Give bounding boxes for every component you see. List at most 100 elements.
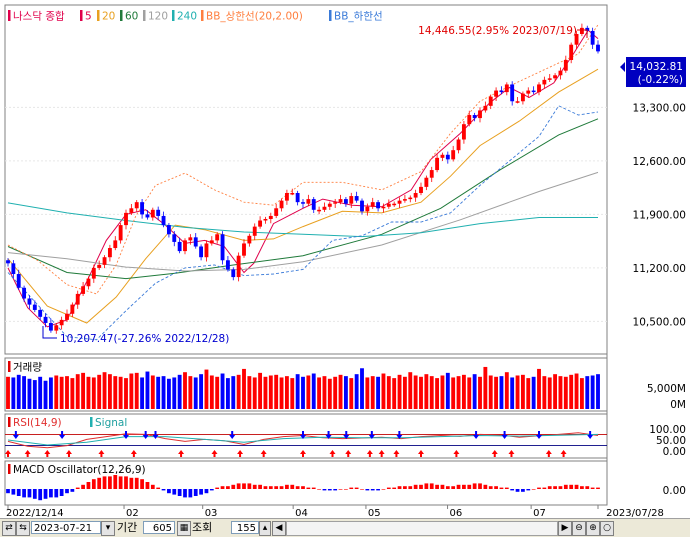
calendar-icon[interactable]: ▦ bbox=[177, 521, 191, 536]
buy-signal-arrow bbox=[98, 450, 105, 457]
candle-body bbox=[75, 293, 80, 305]
macd-bar bbox=[445, 486, 450, 489]
buy-signal-arrow bbox=[393, 450, 400, 457]
candle-body bbox=[402, 199, 407, 201]
macd-bar bbox=[49, 489, 53, 498]
macd-bar bbox=[279, 486, 284, 489]
zoom-out-icon[interactable]: ⊖ bbox=[572, 521, 586, 536]
candle-body bbox=[295, 192, 300, 203]
lookup-stepper[interactable]: ▴ bbox=[259, 521, 271, 536]
ma-line-5 bbox=[7, 29, 599, 328]
macd-bar bbox=[451, 486, 456, 489]
buy-signal-arrow bbox=[329, 450, 336, 457]
candle-body bbox=[284, 192, 289, 201]
macd-bar bbox=[563, 484, 568, 489]
volume-bar bbox=[70, 378, 75, 409]
candle-body bbox=[183, 240, 187, 252]
sell-signal-arrow bbox=[501, 431, 508, 439]
period-label: 기간 bbox=[117, 521, 138, 534]
macd-bar bbox=[124, 476, 128, 489]
macd-bar bbox=[236, 483, 241, 489]
candle-body bbox=[38, 309, 43, 317]
volume-title: 거래량 bbox=[13, 362, 42, 374]
volume-bar bbox=[435, 378, 440, 409]
volume-bar bbox=[236, 374, 241, 409]
candle-body bbox=[70, 304, 75, 314]
macd-bar bbox=[381, 489, 386, 490]
volume-bar bbox=[183, 372, 187, 409]
period-field[interactable]: 605 bbox=[143, 521, 175, 534]
macd-bar bbox=[413, 484, 418, 489]
macd-bar bbox=[585, 486, 590, 489]
zoom-reset-icon[interactable]: ○ bbox=[600, 521, 614, 536]
candle-body bbox=[520, 93, 525, 102]
legend-ma20: 20 bbox=[102, 11, 115, 23]
macd-bar bbox=[397, 486, 402, 489]
volume-bar bbox=[48, 377, 53, 409]
macd-bar bbox=[167, 489, 171, 494]
candle-body bbox=[199, 246, 204, 258]
candle-body bbox=[301, 202, 305, 204]
macd-bar bbox=[580, 486, 584, 489]
volume-bar bbox=[392, 378, 397, 409]
candle-body bbox=[107, 248, 112, 258]
candle-body bbox=[343, 199, 348, 204]
macd-bar bbox=[440, 484, 445, 489]
volume-bar bbox=[499, 376, 504, 409]
candle-body bbox=[569, 44, 574, 60]
candle-body bbox=[579, 27, 584, 34]
date-tick-label: 2022/12/14 bbox=[6, 508, 64, 519]
date-field[interactable]: 2023-07-21 bbox=[31, 521, 101, 534]
candle-body bbox=[166, 225, 171, 235]
price-tick-label: 11,200.00 bbox=[633, 263, 686, 275]
date-dropdown-button[interactable]: ▾ bbox=[101, 521, 115, 536]
volume-bar bbox=[596, 374, 600, 409]
candle-body bbox=[483, 105, 488, 111]
zoom-in-icon[interactable]: ⊕ bbox=[586, 521, 600, 536]
macd-bar bbox=[59, 489, 64, 496]
volume-bar bbox=[22, 376, 27, 409]
candle-body bbox=[547, 78, 552, 80]
candle-body bbox=[22, 287, 27, 299]
macd-bar bbox=[403, 486, 407, 489]
candle-body bbox=[172, 234, 177, 242]
macd-bar bbox=[70, 489, 75, 492]
legend-bb-lower: BB_하한선 bbox=[334, 10, 383, 23]
candle-body bbox=[129, 208, 134, 213]
volume-bar bbox=[290, 378, 295, 409]
volume-bar bbox=[472, 374, 477, 409]
candle-body bbox=[429, 170, 434, 178]
price-legend: 나스닥 종합 5 20 60 120 240 BB_상한선(20,2.00) B… bbox=[8, 10, 383, 23]
candle-body bbox=[322, 206, 327, 210]
legend-ma240: 240 bbox=[177, 11, 197, 23]
scroll-left-button[interactable]: ◀ bbox=[272, 521, 286, 536]
candle-body bbox=[370, 202, 375, 207]
volume-bar bbox=[301, 376, 305, 409]
candle-body bbox=[445, 154, 450, 160]
candle-body bbox=[381, 206, 386, 209]
candle-body bbox=[204, 243, 209, 258]
toggle-icon-1[interactable]: ⇄ bbox=[2, 521, 16, 536]
buy-signal-arrow bbox=[560, 450, 567, 457]
macd-bar bbox=[558, 486, 563, 489]
price-panel[interactable] bbox=[4, 4, 608, 355]
macd-bars bbox=[6, 475, 600, 501]
macd-bar bbox=[542, 487, 547, 489]
macd-bar bbox=[118, 476, 123, 489]
bb-lower-line bbox=[7, 105, 599, 341]
volume-bar bbox=[333, 376, 338, 409]
macd-bar bbox=[290, 484, 295, 489]
toggle-icon-2[interactable]: ⇆ bbox=[16, 521, 30, 536]
volume-bar bbox=[156, 376, 161, 409]
candle-body bbox=[65, 313, 69, 320]
candle-body bbox=[386, 203, 391, 207]
macd-bar bbox=[231, 484, 236, 489]
macd-bar bbox=[301, 486, 305, 489]
macd-bar bbox=[247, 483, 252, 489]
scroll-right-button[interactable]: ▶ bbox=[558, 521, 572, 536]
volume-bar bbox=[537, 368, 541, 409]
scroll-track[interactable] bbox=[286, 521, 558, 536]
volume-bar bbox=[247, 376, 252, 409]
ma-line-240 bbox=[7, 202, 598, 238]
lookup-field[interactable]: 155 bbox=[231, 521, 259, 534]
